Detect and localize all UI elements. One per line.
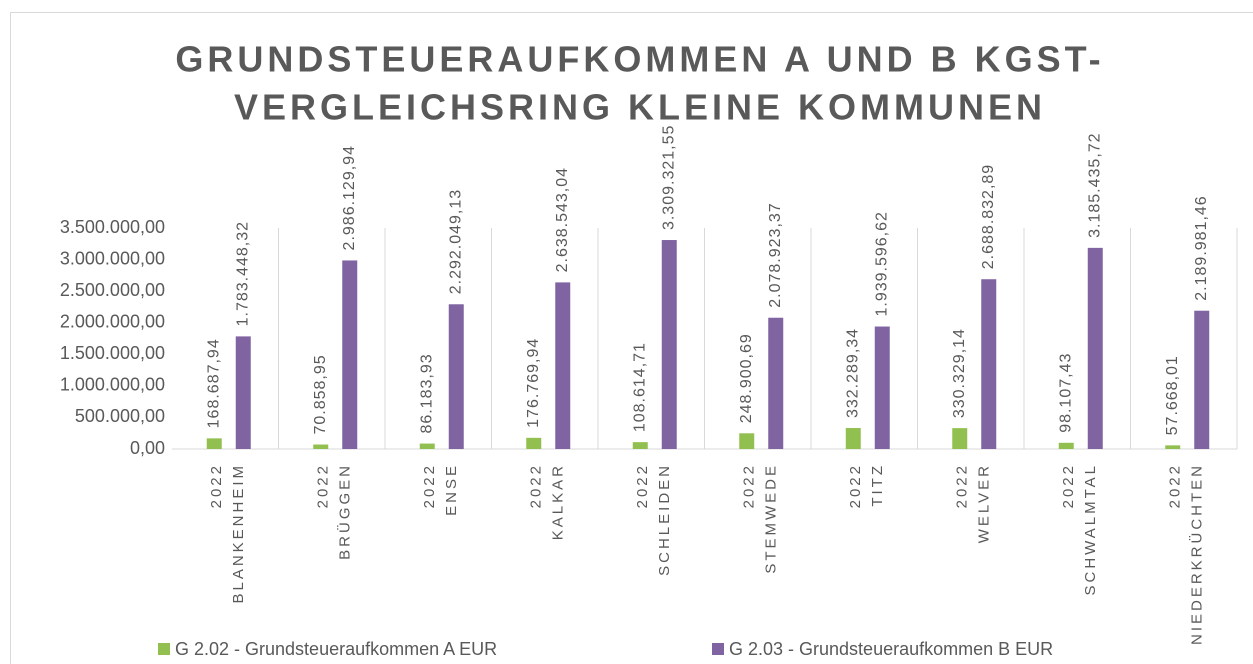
x-tick-label: BRÜGGEN — [336, 463, 354, 560]
x-tick-label: 2022 — [528, 463, 545, 508]
x-tick-label: BLANKENHEIM — [230, 463, 247, 604]
legend-swatch — [158, 643, 170, 655]
bar — [1165, 445, 1181, 449]
x-tick-label: 2022 — [954, 463, 971, 508]
bar — [952, 428, 968, 449]
bar — [235, 336, 251, 449]
bar — [313, 444, 329, 449]
value-label: 2.986.129,94 — [341, 145, 358, 250]
bar — [981, 279, 997, 449]
y-tick-label: 1.500.000,00 — [60, 343, 165, 363]
bar — [1058, 442, 1074, 449]
bar — [448, 304, 464, 449]
y-tick-label: 1.000.000,00 — [60, 375, 165, 395]
bar — [206, 438, 222, 449]
x-tick-label: WELVER — [976, 463, 993, 543]
bar — [342, 260, 358, 449]
y-tick-label: 3.000.000,00 — [60, 248, 165, 268]
value-label: 332.289,34 — [844, 328, 861, 418]
x-tick-label: 2022 — [421, 463, 438, 508]
y-tick-label: 0,00 — [130, 438, 165, 458]
legend-label: G 2.02 - Grundsteueraufkommen A EUR — [175, 639, 497, 659]
value-label: 3.309.321,55 — [660, 125, 677, 230]
bar — [526, 437, 542, 449]
x-tick-label: KALKAR — [550, 463, 567, 540]
value-label: 248.900,69 — [738, 333, 755, 423]
bar — [845, 428, 861, 449]
bar — [419, 443, 435, 449]
bar — [661, 240, 677, 449]
x-tick-label: ENSE — [443, 463, 460, 516]
x-tick-label: 2022 — [208, 463, 225, 508]
value-label: 57.668,01 — [1164, 355, 1181, 435]
value-label: 168.687,94 — [205, 338, 222, 428]
value-label: 2.189.981,46 — [1193, 195, 1210, 300]
y-tick-label: 2.500.000,00 — [60, 280, 165, 300]
x-tick-label: 2022 — [1167, 463, 1184, 508]
chart-title: GRUNDSTEUERAUFKOMMEN A UND B KGST- — [175, 39, 1104, 80]
value-label: 2.688.832,89 — [980, 164, 997, 269]
bar — [555, 282, 571, 449]
chart-frame — [10, 12, 1253, 664]
bar — [768, 317, 784, 449]
y-tick-label: 2.000.000,00 — [60, 311, 165, 331]
bar — [632, 442, 648, 449]
bar — [1087, 247, 1103, 449]
bar — [874, 326, 890, 449]
x-tick-label: 2022 — [741, 463, 758, 508]
value-label: 3.185.435,72 — [1086, 132, 1103, 237]
value-label: 330.329,14 — [951, 328, 968, 418]
x-tick-label: SCHLEIDEN — [656, 463, 673, 576]
x-tick-label: SCHWALMTAL — [1082, 463, 1099, 596]
chart-title: VERGLEICHSRING KLEINE KOMMUNEN — [234, 87, 1046, 128]
y-tick-label: 3.500.000,00 — [60, 217, 165, 237]
value-label: 108.614,71 — [631, 342, 648, 432]
x-tick-label: STEMWEDE — [763, 463, 780, 574]
x-tick-label: 2022 — [315, 463, 332, 508]
bar — [739, 433, 755, 449]
value-label: 2.292.049,13 — [447, 189, 464, 294]
value-label: 1.939.596,62 — [873, 211, 890, 316]
value-label: 176.769,94 — [525, 338, 542, 428]
legend-swatch — [712, 643, 724, 655]
value-label: 98.107,43 — [1057, 353, 1074, 433]
x-tick-label: 2022 — [1060, 463, 1077, 508]
x-tick-label: NIEDERKRÜCHTEN — [1188, 463, 1206, 645]
x-tick-label: TITZ — [869, 463, 886, 507]
value-label: 86.183,93 — [418, 353, 435, 433]
value-label: 70.858,95 — [312, 354, 329, 434]
value-label: 1.783.448,32 — [234, 221, 251, 326]
value-label: 2.638.543,04 — [554, 167, 571, 272]
y-tick-label: 500.000,00 — [75, 406, 165, 426]
x-tick-label: 2022 — [847, 463, 864, 508]
bar — [1194, 310, 1210, 449]
value-label: 2.078.923,37 — [767, 202, 784, 307]
x-tick-label: 2022 — [634, 463, 651, 508]
legend-label: G 2.03 - Grundsteueraufkommen B EUR — [729, 639, 1053, 659]
